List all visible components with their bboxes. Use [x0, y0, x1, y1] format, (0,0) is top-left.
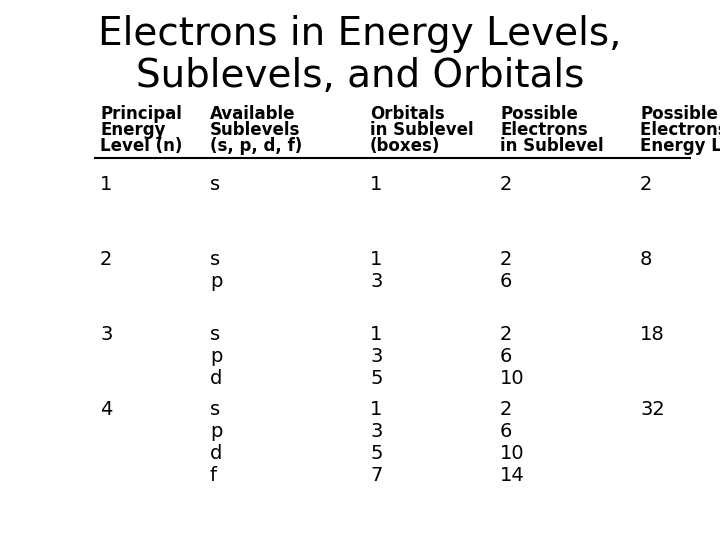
Text: Electrons in Energy Levels,: Electrons in Energy Levels, — [99, 15, 621, 53]
Text: 1: 1 — [370, 325, 382, 344]
Text: 1: 1 — [100, 175, 112, 194]
Text: 2: 2 — [640, 175, 652, 194]
Text: Electrons in: Electrons in — [640, 121, 720, 139]
Text: (boxes): (boxes) — [370, 137, 441, 155]
Text: 7: 7 — [370, 466, 382, 485]
Text: Principal: Principal — [100, 105, 182, 123]
Text: Level (n): Level (n) — [100, 137, 182, 155]
Text: in Sublevel: in Sublevel — [500, 137, 603, 155]
Text: 5: 5 — [370, 444, 382, 463]
Text: p: p — [210, 422, 222, 441]
Text: in Sublevel: in Sublevel — [370, 121, 474, 139]
Text: 8: 8 — [640, 250, 652, 269]
Text: Possible: Possible — [500, 105, 578, 123]
Text: 2: 2 — [500, 250, 513, 269]
Text: Electrons: Electrons — [500, 121, 588, 139]
Text: Energy: Energy — [100, 121, 166, 139]
Text: 3: 3 — [100, 325, 112, 344]
Text: p: p — [210, 347, 222, 366]
Text: 1: 1 — [370, 250, 382, 269]
Text: Energy Level: Energy Level — [640, 137, 720, 155]
Text: 5: 5 — [370, 369, 382, 388]
Text: 10: 10 — [500, 369, 525, 388]
Text: 3: 3 — [370, 422, 382, 441]
Text: 10: 10 — [500, 444, 525, 463]
Text: d: d — [210, 369, 222, 388]
Text: d: d — [210, 444, 222, 463]
Text: Possible: Possible — [640, 105, 718, 123]
Text: Orbitals: Orbitals — [370, 105, 445, 123]
Text: 18: 18 — [640, 325, 665, 344]
Text: s: s — [210, 325, 220, 344]
Text: 2: 2 — [500, 400, 513, 419]
Text: s: s — [210, 250, 220, 269]
Text: f: f — [210, 466, 217, 485]
Text: 3: 3 — [370, 272, 382, 291]
Text: 2: 2 — [500, 325, 513, 344]
Text: 6: 6 — [500, 272, 513, 291]
Text: 1: 1 — [370, 400, 382, 419]
Text: 32: 32 — [640, 400, 665, 419]
Text: 1: 1 — [370, 175, 382, 194]
Text: (s, p, d, f): (s, p, d, f) — [210, 137, 302, 155]
Text: Available: Available — [210, 105, 295, 123]
Text: Sublevels: Sublevels — [210, 121, 300, 139]
Text: 6: 6 — [500, 347, 513, 366]
Text: 6: 6 — [500, 422, 513, 441]
Text: 3: 3 — [370, 347, 382, 366]
Text: p: p — [210, 272, 222, 291]
Text: s: s — [210, 175, 220, 194]
Text: Sublevels, and Orbitals: Sublevels, and Orbitals — [136, 57, 584, 95]
Text: 2: 2 — [500, 175, 513, 194]
Text: 14: 14 — [500, 466, 525, 485]
Text: 2: 2 — [100, 250, 112, 269]
Text: s: s — [210, 400, 220, 419]
Text: 4: 4 — [100, 400, 112, 419]
